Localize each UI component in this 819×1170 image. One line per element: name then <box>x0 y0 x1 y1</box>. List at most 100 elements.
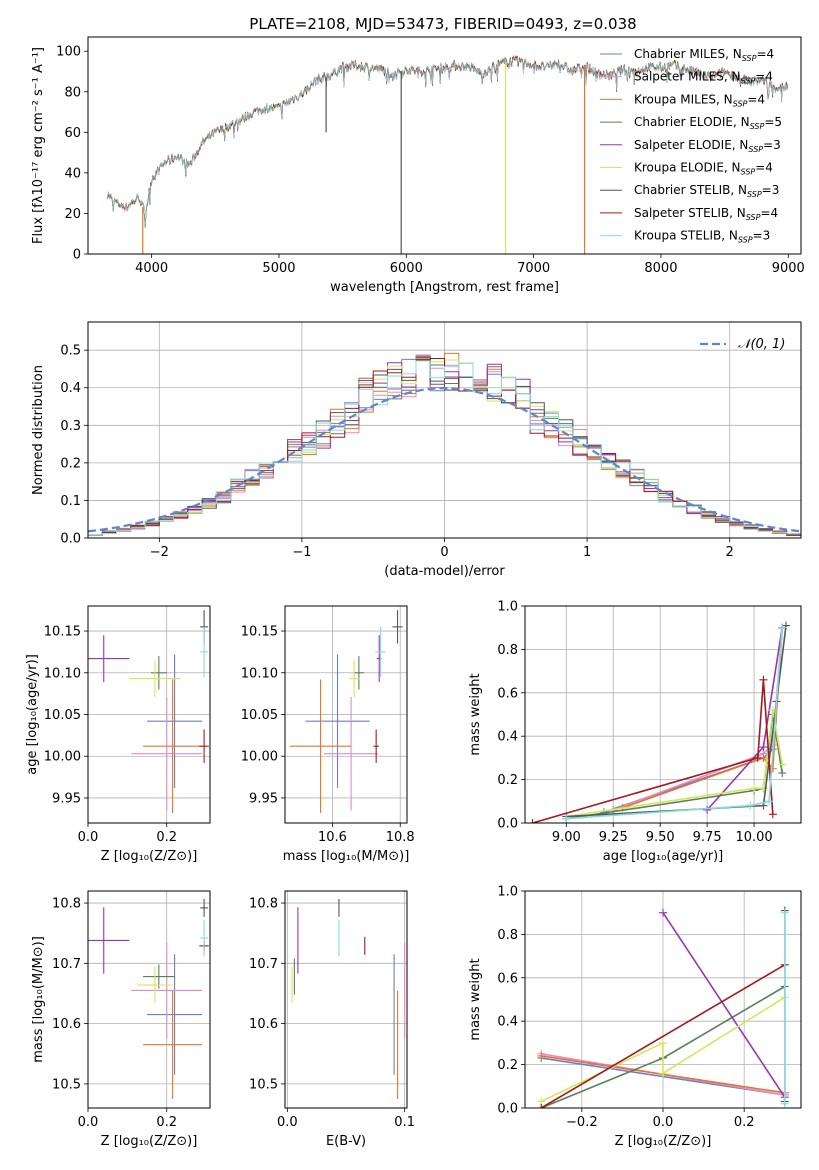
y-tick-label: 0.0 <box>497 817 518 832</box>
legend-label: Chabrier STELIB, NSSP=3 <box>634 183 779 199</box>
x-tick-label: 9.50 <box>646 830 675 845</box>
spectrum-line <box>106 57 789 229</box>
tick-marks: 10.6 10.8 9.95 10.00 10.05 10.10 10.15 <box>241 625 415 845</box>
age-vs-metallicity-panel: 0.0 0.2 9.95 10.00 10.05 10.10 10.15 Z [log₁₀(Z… <box>25 605 211 864</box>
legend-label: Salpeter MILES, NSSP=4 <box>634 70 773 86</box>
weight-vs-metallicity-panel: −0.2 0.0 0.2 0.0 0.2 0.4 0.6 0.8 1.0 Z [log₁₀(Z/Z… <box>468 885 802 1149</box>
y-tick-label: 0.8 <box>497 643 518 658</box>
y-tick-label: 10.10 <box>44 666 81 681</box>
legend-label: Kroupa STELIB, NSSP=3 <box>634 229 770 245</box>
error-bars <box>291 898 406 1099</box>
y-tick-label: 10.10 <box>241 666 278 681</box>
x-tick-label: 9.25 <box>599 830 628 845</box>
x-tick-label: 9.75 <box>693 830 722 845</box>
x-tick-label: 7000 <box>517 261 550 276</box>
y-tick-label: 10.00 <box>241 750 278 765</box>
weight-marker <box>753 753 762 762</box>
y-tick-label: 0.0 <box>497 1102 518 1117</box>
x-axis-label: wavelength [Angstrom, rest frame] <box>330 280 559 295</box>
mass-vs-metallicity-panel: 0.0 0.2 10.5 10.6 10.7 10.8 Z [log₁₀(Z/Z⊙)] mas… <box>31 890 211 1149</box>
spectrum-panel: 4000 5000 6000 7000 8000 9000 0 20 40 60 80 100 wave… <box>31 36 805 295</box>
y-tick-label: 10.8 <box>249 897 278 912</box>
y-tick-label: 0 <box>73 248 81 263</box>
weight-lines <box>528 621 790 823</box>
weight-marker <box>778 760 787 769</box>
x-tick-label: 0.2 <box>734 1115 755 1130</box>
y-tick-label: 0.6 <box>497 971 518 986</box>
histogram-step <box>88 360 801 536</box>
y-tick-label: 10.8 <box>52 897 81 912</box>
y-tick-label: 10.00 <box>44 750 81 765</box>
y-tick-label: 9.95 <box>52 791 81 806</box>
x-tick-label: −2 <box>150 545 169 560</box>
residual-histogram-panel: −2 −1 0 1 2 0.0 0.1 0.2 0.3 0.4 0.5 (data-model)/er… <box>31 321 802 579</box>
y-tick-label: 40 <box>64 166 81 181</box>
weight-line <box>662 912 786 1098</box>
tick-marks: 0.0 0.1 10.5 10.6 10.7 10.8 <box>249 897 415 1130</box>
y-tick-label: 0.5 <box>60 344 81 359</box>
x-tick-label: 5000 <box>262 261 295 276</box>
y-tick-label: 20 <box>64 207 81 222</box>
x-tick-label: −0.2 <box>566 1115 598 1130</box>
weight-marker <box>537 1051 546 1060</box>
y-tick-label: 10.7 <box>249 957 278 972</box>
weight-marker <box>768 810 777 819</box>
y-tick-label: 100 <box>56 45 81 60</box>
x-tick-label: 9000 <box>772 261 805 276</box>
x-tick-label: 4000 <box>135 261 168 276</box>
axes-frame <box>524 890 802 1109</box>
y-tick-label: 60 <box>64 126 81 141</box>
y-tick-label: 80 <box>64 85 81 100</box>
weight-lines <box>537 906 789 1108</box>
x-axis-label: age [log₁₀(age/yr)] <box>603 849 724 864</box>
tick-marks: 4000 5000 6000 7000 8000 9000 0 20 40 60 80 100 <box>56 45 805 276</box>
error-bars <box>290 610 403 813</box>
axes-frame <box>87 605 211 824</box>
x-tick-label: 10.00 <box>735 830 772 845</box>
tick-marks: 0.0 0.2 9.95 10.00 10.05 10.10 10.15 <box>44 625 177 845</box>
y-tick-label: 0.2 <box>497 773 518 788</box>
x-tick-label: 1 <box>583 545 591 560</box>
axes-frame <box>87 36 802 255</box>
weight-marker <box>759 743 768 752</box>
spectrum-lines <box>106 55 789 254</box>
y-tick-label: 0.0 <box>60 532 81 547</box>
legend-label: Chabrier ELODIE, NSSP=5 <box>634 115 782 131</box>
y-tick-label: 0.8 <box>497 928 518 943</box>
grid-lines <box>87 891 210 1108</box>
y-axis-label: mass weight <box>468 673 483 755</box>
y-tick-label: 10.5 <box>249 1077 278 1092</box>
axes-frame <box>284 605 408 824</box>
x-tick-label: 0 <box>440 545 448 560</box>
x-axis-label: Z [log₁₀(Z/Z⊙)] <box>101 1134 198 1149</box>
y-tick-label: 0.4 <box>497 730 518 745</box>
histogram-legend: 𝒩(0, 1) <box>700 337 785 352</box>
weight-line <box>566 627 783 820</box>
histogram-steps <box>88 352 801 536</box>
legend-label: 𝒩(0, 1) <box>738 337 785 352</box>
x-axis-label: (data-model)/error <box>384 564 505 579</box>
y-tick-label: 0.2 <box>497 1058 518 1073</box>
y-tick-label: 0.1 <box>60 494 81 509</box>
weight-line <box>603 627 783 813</box>
y-tick-label: 10.05 <box>44 708 81 723</box>
weight-marker <box>780 908 789 917</box>
x-axis-label: mass [log₁₀(M/M⊙)] <box>283 849 410 864</box>
y-tick-label: 1.0 <box>497 885 518 900</box>
y-axis-label: age [log₁₀(age/yr)] <box>25 654 40 775</box>
weight-marker <box>778 769 787 778</box>
tick-marks: 0.0 0.2 10.5 10.6 10.7 10.8 <box>52 897 177 1130</box>
x-tick-label: 0.1 <box>394 1115 415 1130</box>
weight-line <box>622 627 783 809</box>
x-tick-label: 2 <box>726 545 734 560</box>
x-tick-label: −1 <box>292 545 311 560</box>
y-tick-label: 10.15 <box>44 625 81 640</box>
weight-marker <box>659 1038 667 1047</box>
weight-marker <box>537 1104 546 1108</box>
x-tick-label: 10.8 <box>386 830 415 845</box>
gaussian-curve <box>88 386 801 533</box>
weight-marker <box>659 908 667 917</box>
y-axis-label: Flux [fλ10⁻¹⁷ erg cm⁻² s⁻¹ A⁻¹] <box>31 47 46 244</box>
y-tick-label: 10.05 <box>241 708 278 723</box>
